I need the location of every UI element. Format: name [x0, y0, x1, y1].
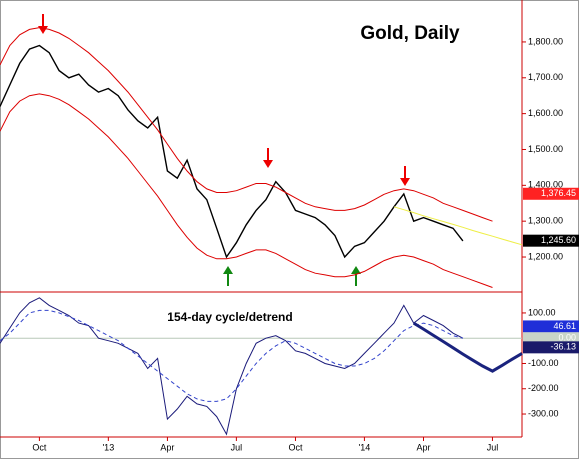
- x-tick-label: Jul: [231, 442, 243, 452]
- y-tick-label: 1,500.00: [528, 144, 563, 154]
- annotation: 154-day cycle/detrend: [167, 310, 292, 324]
- value-box-label: -36.13: [550, 342, 576, 352]
- x-tick-label: '13: [102, 442, 114, 452]
- series-line: [0, 27, 493, 222]
- value-box-label: 1,376.45: [541, 188, 576, 198]
- x-tick-label: Apr: [417, 442, 431, 452]
- x-tick-label: '14: [359, 442, 371, 452]
- y-tick-label: 1,700.00: [528, 72, 563, 82]
- series-line: [0, 93, 493, 288]
- series-line: [0, 309, 464, 402]
- y-tick-label: 1,400.00: [528, 180, 563, 190]
- series-line: [412, 321, 523, 373]
- value-box: [523, 341, 579, 354]
- value-box: [523, 320, 579, 333]
- value-box-label: 0.00: [558, 333, 576, 343]
- down-arrow: [400, 166, 410, 186]
- value-box: [523, 187, 579, 200]
- value-box: [523, 234, 579, 247]
- x-tick-label: Apr: [160, 442, 174, 452]
- y2-tick-label: -200.00: [528, 383, 559, 393]
- down-arrow: [263, 148, 273, 168]
- chart-title: Gold, Daily: [360, 23, 460, 44]
- series-line: [0, 297, 464, 436]
- y-tick-label: 1,300.00: [528, 216, 563, 226]
- value-box: [523, 332, 579, 345]
- x-tick-label: Jul: [487, 442, 499, 452]
- x-tick-label: Oct: [288, 442, 303, 452]
- y2-tick-label: -100.00: [528, 358, 559, 368]
- up-arrow: [351, 266, 361, 286]
- series-line: [393, 206, 523, 246]
- up-arrow: [223, 266, 233, 286]
- y-tick-label: 1,600.00: [528, 108, 563, 118]
- y2-tick-label: -300.00: [528, 408, 559, 418]
- value-box-label: 46.61: [553, 321, 576, 331]
- x-tick-label: Oct: [32, 442, 47, 452]
- value-box-label: 1,245.60: [541, 235, 576, 245]
- y-tick-label: 1,200.00: [528, 251, 563, 261]
- y-tick-label: 1,800.00: [528, 36, 563, 46]
- series-line: [0, 44, 464, 259]
- y2-tick-label: 100.00: [528, 307, 556, 317]
